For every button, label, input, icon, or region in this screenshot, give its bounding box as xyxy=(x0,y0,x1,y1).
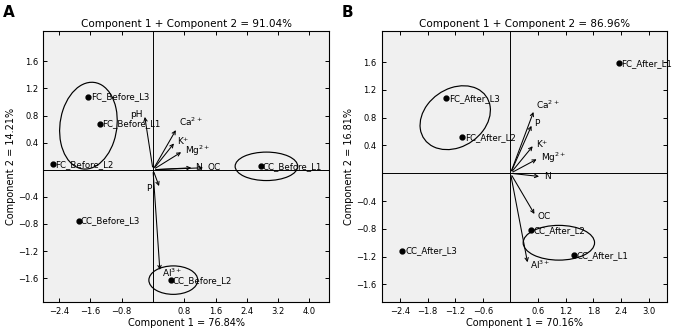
X-axis label: Component 1 = 76.84%: Component 1 = 76.84% xyxy=(127,318,245,328)
Text: FC_After_L2: FC_After_L2 xyxy=(465,133,516,142)
Text: N: N xyxy=(196,163,202,172)
Text: CC_After_L3: CC_After_L3 xyxy=(405,246,457,256)
Text: OC: OC xyxy=(208,163,221,172)
Text: CC_After_L2: CC_After_L2 xyxy=(534,226,586,235)
Text: FC_After_L3: FC_After_L3 xyxy=(449,94,499,103)
Text: Ca$^{2+}$: Ca$^{2+}$ xyxy=(536,98,560,111)
Y-axis label: Component 2 = 16.81%: Component 2 = 16.81% xyxy=(344,108,353,225)
X-axis label: Component 1 = 70.16%: Component 1 = 70.16% xyxy=(466,318,583,328)
Text: FC_Before_L2: FC_Before_L2 xyxy=(55,160,114,169)
Text: B: B xyxy=(341,5,353,20)
Text: Mg$^{2+}$: Mg$^{2+}$ xyxy=(541,151,566,165)
Text: FC_After_L1: FC_After_L1 xyxy=(621,59,673,68)
Text: K$^{+}$: K$^{+}$ xyxy=(536,138,549,150)
Title: Component 1 + Component 2 = 86.96%: Component 1 + Component 2 = 86.96% xyxy=(419,19,630,29)
Text: K$^{+}$: K$^{+}$ xyxy=(177,135,190,147)
Text: CC_Before_L3: CC_Before_L3 xyxy=(81,216,140,225)
Text: Al$^{3+}$: Al$^{3+}$ xyxy=(530,259,551,271)
Text: Ca$^{2+}$: Ca$^{2+}$ xyxy=(179,116,203,129)
Text: N: N xyxy=(544,172,551,181)
Text: FC_Before_L1: FC_Before_L1 xyxy=(103,119,161,128)
Text: P: P xyxy=(534,119,540,128)
Y-axis label: Component 2 = 14.21%: Component 2 = 14.21% xyxy=(5,108,16,225)
Text: OC: OC xyxy=(538,212,551,221)
Title: Component 1 + Component 2 = 91.04%: Component 1 + Component 2 = 91.04% xyxy=(81,19,292,29)
Text: CC_Before_L2: CC_Before_L2 xyxy=(173,276,232,285)
Text: A: A xyxy=(3,5,15,20)
Text: pH: pH xyxy=(130,110,142,119)
Text: P: P xyxy=(146,184,151,193)
Text: FC_Before_L3: FC_Before_L3 xyxy=(91,92,149,101)
Text: Al$^{3+}$: Al$^{3+}$ xyxy=(162,267,182,279)
Text: CC_Before_L1: CC_Before_L1 xyxy=(263,162,322,171)
Text: Mg$^{2+}$: Mg$^{2+}$ xyxy=(185,144,210,158)
Text: CC_After_L1: CC_After_L1 xyxy=(577,251,629,260)
